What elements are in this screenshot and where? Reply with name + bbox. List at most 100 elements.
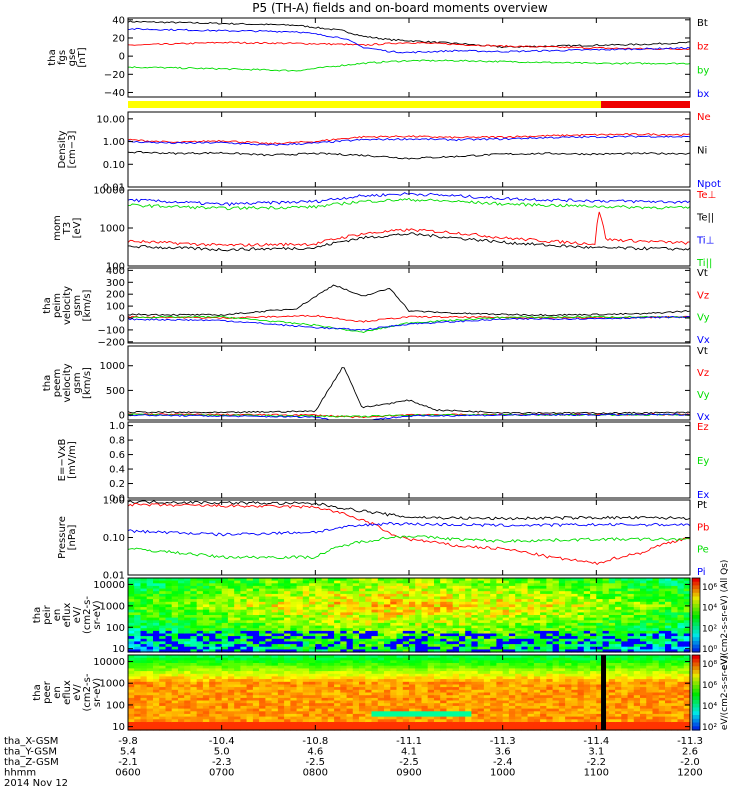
peir-cell xyxy=(259,596,266,600)
peir-cell xyxy=(371,580,379,584)
peer-cell xyxy=(577,665,585,669)
peir-cell xyxy=(221,638,229,642)
peer-cell xyxy=(446,716,454,720)
peir-cell xyxy=(146,646,154,650)
peer-cell xyxy=(221,673,229,678)
peir-cell xyxy=(459,593,466,598)
peer-cell xyxy=(159,655,166,659)
peir-cell xyxy=(215,580,223,584)
peir-cell xyxy=(221,644,229,648)
peir-cell xyxy=(621,596,629,600)
peir-cell xyxy=(184,641,191,645)
peer-cell xyxy=(402,724,410,728)
peer-cell xyxy=(490,668,497,672)
colorbar-step xyxy=(692,611,700,616)
peer-cell xyxy=(352,657,360,661)
peer-cell xyxy=(502,687,510,691)
peer-cell xyxy=(446,668,454,672)
peer-cell xyxy=(196,671,204,675)
peir-cell xyxy=(390,636,398,640)
peir-cell xyxy=(640,596,647,600)
peir-cell xyxy=(246,604,254,608)
peir-cell xyxy=(665,599,672,603)
peir-cell xyxy=(315,625,323,629)
peir-cell xyxy=(658,628,666,632)
y-tick-label: 0.8 xyxy=(109,436,125,447)
peer-cell xyxy=(402,660,410,664)
peir-cell xyxy=(215,644,223,648)
peir-cell xyxy=(677,596,685,600)
peer-cell xyxy=(490,663,497,667)
peer-cell xyxy=(178,711,185,715)
peir-cell xyxy=(178,604,185,608)
peir-cell xyxy=(621,630,629,635)
peir-cell xyxy=(590,638,597,642)
peir-cell xyxy=(215,622,223,627)
peer-cell xyxy=(171,700,179,704)
peir-cell xyxy=(234,644,241,648)
peir-cell xyxy=(677,591,685,595)
peir-cell xyxy=(677,641,685,645)
peir-cell xyxy=(502,588,510,592)
peir-cell xyxy=(209,615,216,619)
peer-cell xyxy=(377,727,385,731)
peir-cell xyxy=(134,596,141,600)
peer-cell xyxy=(527,711,535,715)
peer-cell xyxy=(402,679,410,683)
peer-cell xyxy=(583,697,591,702)
peir-cell xyxy=(190,591,198,595)
peir-cell xyxy=(590,630,597,635)
peer-cell xyxy=(346,684,354,688)
peir-cell xyxy=(646,601,654,605)
peer-cell xyxy=(521,681,529,686)
peer-cell xyxy=(540,727,547,731)
peer-cell xyxy=(571,679,579,683)
peer-cell xyxy=(527,684,535,688)
peir-cell xyxy=(340,599,348,603)
peer-cell xyxy=(334,679,341,683)
peir-cell xyxy=(371,604,379,608)
peer-cell xyxy=(546,711,554,715)
peer-cell xyxy=(552,657,560,661)
peer-cell xyxy=(271,657,279,661)
peer-cell xyxy=(184,716,191,720)
peir-cell xyxy=(221,633,229,637)
peir-cell xyxy=(140,580,148,584)
peer-cell xyxy=(390,708,398,712)
peir-cell xyxy=(271,591,279,595)
peir-cell xyxy=(215,593,223,598)
peer-cell xyxy=(515,684,522,688)
peir-cell xyxy=(646,580,654,584)
peir-cell xyxy=(327,583,335,587)
peir-cell xyxy=(490,646,497,650)
peer-cell xyxy=(390,703,398,707)
peir-cell xyxy=(496,578,504,582)
peir-cell xyxy=(490,593,497,598)
peir-cell xyxy=(415,641,422,645)
peir-cell xyxy=(190,622,198,627)
peir-cell xyxy=(477,596,485,600)
peer-cell xyxy=(533,679,541,683)
peir-cell xyxy=(671,615,679,619)
peer-cell xyxy=(246,708,254,712)
peir-cell xyxy=(533,580,541,584)
peir-cell xyxy=(533,625,541,629)
peir-cell xyxy=(184,604,191,608)
peer-cell xyxy=(315,679,323,683)
peer-cell xyxy=(290,724,298,728)
peir-cell xyxy=(477,607,485,611)
peir-cell xyxy=(309,615,316,619)
peer-cell xyxy=(533,711,541,715)
peir-cell xyxy=(446,625,454,629)
peer-cell xyxy=(178,727,185,731)
peir-cell xyxy=(521,609,529,613)
peir-cell xyxy=(377,604,385,608)
peir-cell xyxy=(558,633,566,637)
peer-cell xyxy=(565,663,572,667)
fgs-frame xyxy=(127,17,691,98)
peer-cell xyxy=(565,657,572,661)
peir-cell xyxy=(683,612,691,616)
peir-cell xyxy=(483,617,491,621)
peir-cell xyxy=(646,596,654,600)
peir-cell xyxy=(602,599,610,603)
